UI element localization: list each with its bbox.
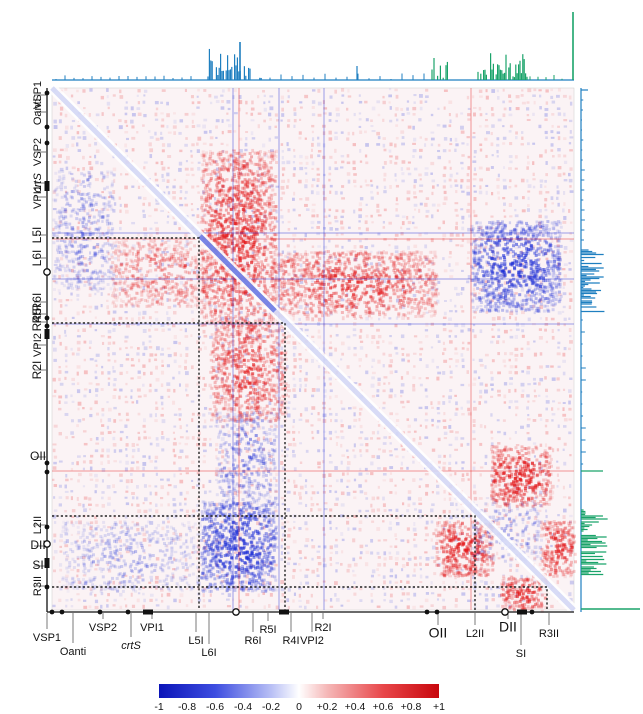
left-tick-2: [44, 140, 50, 146]
colorbar-tick-7: +0.4: [345, 701, 366, 713]
colorbar-tick-4: -0.2: [262, 701, 280, 713]
colorbar-tick-8: +0.6: [373, 701, 394, 713]
box-R4I-VPI2: [52, 322, 286, 610]
bottom-label-dii: DII: [499, 613, 517, 635]
bottom-label-l2ii: L2II: [466, 613, 484, 640]
bottom-label-si: SI: [516, 613, 526, 660]
bottom-tick-1: [59, 609, 65, 615]
box-L5I-L6I: [52, 237, 200, 610]
colorbar-tick-10: +1: [433, 701, 445, 713]
bottom-label-crts: crtS: [121, 613, 141, 652]
bottom-tick-7: [279, 609, 289, 615]
bottom-tick-3: [125, 609, 131, 615]
bottom-label-r5i: R5I: [259, 613, 277, 636]
bottom-tick-11: [517, 609, 527, 615]
left-label-l6i: L6I: [30, 250, 46, 266]
colorbar-tick-0: -1: [154, 701, 163, 713]
bottom-label-oii: OII: [429, 613, 447, 641]
bottom-label-l6i: L6I: [201, 613, 217, 659]
left-label-crts: crtS: [32, 173, 46, 193]
bottom-label-r4i: R4I: [282, 613, 300, 647]
bottom-tick-5: [232, 608, 240, 616]
left-label-r3ii: R3II: [32, 576, 46, 596]
bottom-label-vpi1: VPI1: [140, 613, 164, 634]
left-tick-8: [44, 460, 50, 466]
left-tick-9: [44, 469, 50, 475]
bottom-tick-10: [501, 608, 509, 616]
colorbar-tick-3: -0.4: [234, 701, 252, 713]
left-label-l2ii: L2II: [32, 516, 46, 534]
bottom-label-l5i: L5I: [188, 613, 204, 647]
heatmap-diagonal: [48, 84, 578, 614]
bottom-tick-8: [424, 609, 430, 615]
left-label-r6i: R6I: [30, 293, 46, 311]
left-label-oii: OII: [30, 449, 46, 463]
left-label-r4i: R4I: [30, 313, 46, 331]
bottom-tick-0: [49, 609, 55, 615]
bottom-tick-2: [97, 609, 103, 615]
left-tick-10: [44, 524, 50, 530]
box-R3II: [52, 586, 548, 610]
colorbar: -1 -0.8 -0.6 -0.4 -0.2 0 +0.2 +0.4 +0.6 +0.8 +1: [154, 684, 445, 713]
bottom-label-r3ii: R3II: [539, 613, 559, 640]
bottom-tick-4: [143, 609, 153, 615]
domain-boxes: [52, 237, 548, 610]
left-label-vpi2: VPI2: [32, 333, 46, 357]
left-label-si: SI: [32, 558, 46, 572]
left-label-r2i: R2I: [30, 361, 46, 379]
bottom-tick-9: [434, 609, 440, 615]
colorbar-gradient: [159, 684, 439, 698]
left-label-oanti: Oanti: [32, 99, 46, 125]
bottom-label-vsp1: VSP1: [33, 613, 61, 644]
top-coverage-track: [52, 12, 574, 81]
box-L2II: [52, 515, 476, 610]
left-tick-3: [44, 181, 50, 191]
bottom-tick-12: [529, 609, 535, 615]
left-tick-4: [43, 268, 51, 276]
left-label-dii: DII: [30, 538, 46, 552]
bottom-label-r2i: R2I: [314, 613, 332, 634]
colorbar-tick-6: +0.2: [317, 701, 338, 713]
correlation-heatmap: [48, 84, 578, 614]
left-label-vsp2: VSP2: [32, 138, 46, 166]
bottom-label-oanti: Oanti: [60, 613, 86, 658]
left-label-r5i: R5I: [30, 305, 46, 323]
right-coverage-track: [580, 88, 640, 612]
colorbar-tick-5: 0: [296, 701, 302, 713]
bottom-label-vsp2: VSP2: [89, 613, 117, 634]
colorbar-tick-9: +0.8: [401, 701, 422, 713]
left-tick-1: [44, 124, 50, 130]
left-label-l5i: L5I: [30, 227, 46, 243]
colorbar-tick-2: -0.6: [206, 701, 224, 713]
left-tick-12: [44, 558, 50, 568]
left-tick-0: [44, 90, 50, 96]
bottom-label-r6i: R6I: [244, 613, 262, 647]
bottom-label-vpi2: VPI2: [300, 613, 324, 647]
left-tick-13: [44, 584, 50, 590]
left-tick-5: [44, 315, 50, 321]
left-tick-7: [44, 329, 50, 339]
left-label-vpi1: VPI1: [32, 185, 46, 209]
left-tick-6: [44, 323, 50, 329]
heatmap-noise: [52, 88, 574, 610]
colorbar-tick-1: -0.8: [178, 701, 196, 713]
left-label-vsp1: VSP1: [32, 81, 46, 109]
